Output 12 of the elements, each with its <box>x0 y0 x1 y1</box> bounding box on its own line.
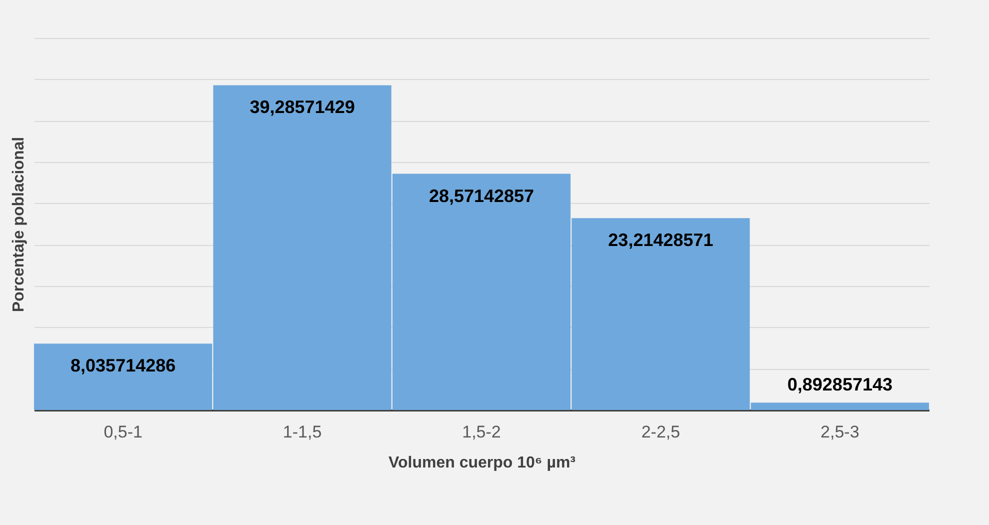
data-label: 23,21428571 <box>608 230 714 250</box>
x-axis-title: Volumen cuerpo 10⁶ µm³ <box>388 454 576 472</box>
x-tick-label: 2,5-3 <box>820 422 860 442</box>
data-label: 0,892857143 <box>787 374 892 395</box>
x-tick-label: 1,5-2 <box>462 422 501 442</box>
x-tick-label: 2-2,5 <box>641 422 680 442</box>
y-axis-title: Porcentaje poblacional <box>10 136 28 312</box>
data-label: 28,57142857 <box>428 186 534 206</box>
data-label: 39,28571429 <box>250 97 355 118</box>
x-tick-label: 0,5-1 <box>104 422 142 442</box>
data-label: 8,035714286 <box>70 356 176 376</box>
x-tick-label: 1-1,5 <box>282 422 322 442</box>
